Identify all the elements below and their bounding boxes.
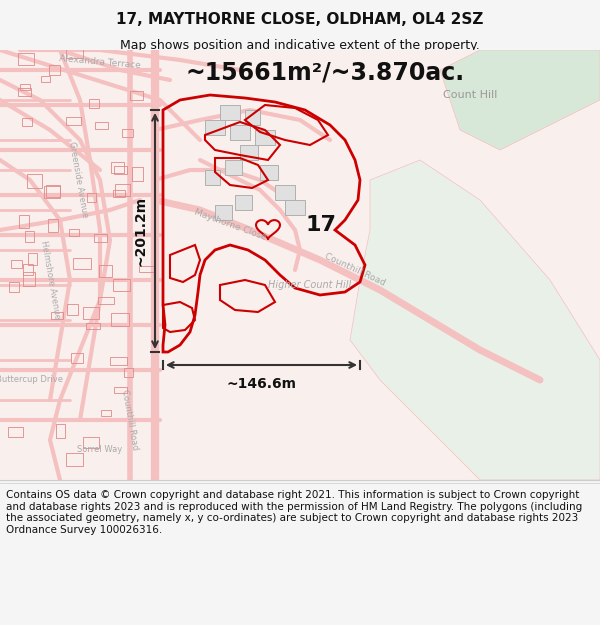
Polygon shape <box>255 130 275 145</box>
Polygon shape <box>230 125 250 140</box>
Text: ~15661m²/~3.870ac.: ~15661m²/~3.870ac. <box>185 61 464 85</box>
Bar <box>46 185 59 197</box>
Bar <box>132 168 143 181</box>
Polygon shape <box>205 120 225 135</box>
Bar <box>73 258 91 269</box>
Bar <box>19 215 29 228</box>
Text: Buttercup Drive: Buttercup Drive <box>0 376 64 384</box>
Bar <box>11 261 22 268</box>
Text: Count Hill: Count Hill <box>443 90 497 100</box>
Bar <box>113 279 130 291</box>
Bar <box>28 253 37 264</box>
Text: ~146.6m: ~146.6m <box>227 377 296 391</box>
Polygon shape <box>285 200 305 215</box>
Bar <box>41 76 50 82</box>
Bar <box>130 91 143 100</box>
Text: Higher Count Hill: Higher Count Hill <box>268 280 352 290</box>
Bar <box>25 231 34 242</box>
Polygon shape <box>215 205 232 220</box>
Polygon shape <box>235 195 252 210</box>
Bar <box>56 424 65 438</box>
Bar <box>113 191 125 197</box>
Polygon shape <box>205 170 220 185</box>
Polygon shape <box>245 110 260 125</box>
Bar <box>95 122 107 129</box>
Bar <box>111 162 124 173</box>
Bar <box>19 88 31 96</box>
Bar <box>86 323 100 329</box>
Bar <box>66 117 81 125</box>
Text: 17: 17 <box>305 215 336 235</box>
Polygon shape <box>220 105 240 120</box>
Bar <box>23 272 35 286</box>
Text: Counthill Road: Counthill Road <box>120 389 140 451</box>
Bar <box>83 437 99 448</box>
Bar <box>115 184 130 196</box>
Text: Contains OS data © Crown copyright and database right 2021. This information is : Contains OS data © Crown copyright and d… <box>6 490 582 535</box>
Polygon shape <box>350 160 600 480</box>
Text: Helmshore Avenue: Helmshore Avenue <box>38 240 61 320</box>
Bar <box>114 387 127 393</box>
Polygon shape <box>440 50 600 150</box>
Bar <box>18 53 34 65</box>
Bar <box>20 84 31 90</box>
Bar <box>114 166 127 174</box>
Polygon shape <box>275 185 295 200</box>
Polygon shape <box>260 165 278 180</box>
Text: Sorrel Way: Sorrel Way <box>77 446 122 454</box>
Bar <box>10 282 19 292</box>
Bar <box>83 307 99 319</box>
Bar <box>26 174 42 188</box>
Bar <box>124 369 133 377</box>
Polygon shape <box>240 145 258 160</box>
Text: ~201.2m: ~201.2m <box>133 196 147 266</box>
Text: Maythorne Close: Maythorne Close <box>193 208 267 242</box>
Bar <box>87 192 95 202</box>
Bar <box>48 219 58 232</box>
Bar <box>67 304 79 315</box>
Bar <box>71 352 83 363</box>
Bar <box>50 312 64 319</box>
Bar <box>89 99 99 107</box>
Bar <box>44 186 59 198</box>
Bar <box>94 234 107 242</box>
Bar <box>67 452 83 466</box>
Bar <box>49 64 61 75</box>
Bar <box>122 129 133 137</box>
Polygon shape <box>225 160 242 175</box>
Bar <box>69 229 79 236</box>
Text: Greenside Avenue: Greenside Avenue <box>67 141 89 219</box>
Bar <box>111 313 129 326</box>
Text: Alexandra Terrace: Alexandra Terrace <box>59 54 141 70</box>
Bar <box>110 357 127 365</box>
Bar <box>22 119 32 126</box>
Bar <box>139 266 155 272</box>
Bar <box>23 264 34 275</box>
Text: Counthill Road: Counthill Road <box>323 252 387 288</box>
Bar <box>98 297 114 304</box>
Text: Map shows position and indicative extent of the property.: Map shows position and indicative extent… <box>120 39 480 52</box>
Bar <box>98 265 112 277</box>
Bar <box>66 46 83 58</box>
Text: 17, MAYTHORNE CLOSE, OLDHAM, OL4 2SZ: 17, MAYTHORNE CLOSE, OLDHAM, OL4 2SZ <box>116 12 484 28</box>
Bar <box>101 410 110 416</box>
Bar <box>8 428 23 437</box>
